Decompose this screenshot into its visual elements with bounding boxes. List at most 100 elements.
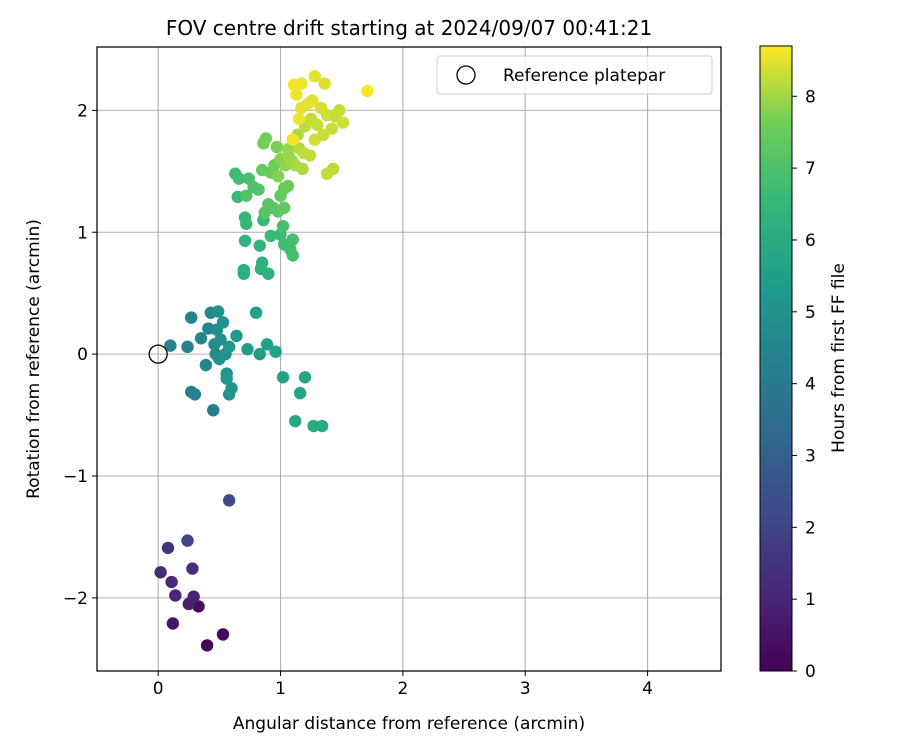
data-point bbox=[298, 371, 312, 384]
data-point bbox=[270, 140, 284, 154]
data-point bbox=[318, 77, 331, 90]
data-point bbox=[240, 217, 253, 230]
data-point bbox=[192, 600, 205, 613]
colorbar-tick-label: 3 bbox=[805, 446, 816, 466]
y-tick-label: 2 bbox=[77, 101, 88, 121]
data-point bbox=[315, 419, 329, 433]
legend: Reference platepar bbox=[436, 55, 713, 95]
data-point bbox=[253, 347, 266, 361]
data-point bbox=[249, 306, 263, 319]
y-tick-label: −1 bbox=[63, 467, 88, 487]
colorbar-tick-label: 4 bbox=[805, 375, 816, 395]
data-point bbox=[225, 382, 238, 395]
colorbar-tick-label: 5 bbox=[805, 303, 816, 323]
plot-frame bbox=[96, 46, 722, 672]
y-axis-ticks: −2 −1 0 1 2 bbox=[63, 101, 97, 609]
y-tick-label: −2 bbox=[63, 589, 88, 609]
data-point bbox=[230, 329, 243, 343]
colorbar-ticks: 0 1 2 3 4 5 6 7 8 bbox=[792, 87, 816, 682]
data-point bbox=[200, 639, 214, 652]
data-point bbox=[241, 343, 254, 356]
data-point bbox=[361, 84, 374, 98]
data-point bbox=[311, 118, 324, 132]
y-tick-label: 0 bbox=[77, 345, 88, 365]
data-point bbox=[293, 386, 307, 400]
data-point bbox=[276, 219, 290, 233]
chart-title: FOV centre drift starting at 2024/09/07 … bbox=[166, 16, 652, 40]
data-point bbox=[214, 333, 227, 346]
data-point bbox=[181, 340, 194, 354]
x-tick-label: 2 bbox=[397, 679, 408, 699]
data-point bbox=[286, 233, 299, 246]
colorbar-tick-label: 0 bbox=[805, 662, 816, 682]
data-point bbox=[296, 162, 309, 176]
data-point bbox=[232, 172, 246, 185]
data-point bbox=[289, 414, 302, 428]
data-point bbox=[216, 628, 230, 641]
data-point bbox=[166, 617, 180, 630]
data-point bbox=[260, 338, 274, 351]
data-point bbox=[169, 589, 182, 602]
y-tick-label: 1 bbox=[77, 223, 88, 243]
data-point bbox=[295, 77, 308, 90]
data-point bbox=[333, 104, 346, 117]
data-point bbox=[281, 179, 295, 193]
data-point bbox=[307, 419, 320, 433]
colorbar-tick-label: 8 bbox=[805, 87, 816, 107]
x-tick-label: 3 bbox=[520, 679, 531, 699]
legend-marker bbox=[456, 65, 476, 85]
reference-point bbox=[148, 344, 168, 364]
data-point bbox=[271, 169, 285, 183]
data-point bbox=[264, 229, 277, 243]
data-point bbox=[290, 88, 303, 101]
data-point bbox=[154, 566, 167, 579]
data-point bbox=[194, 332, 208, 345]
data-point bbox=[164, 339, 177, 352]
data-point bbox=[252, 183, 265, 196]
colorbar-tick-label: 6 bbox=[805, 231, 816, 251]
data-point bbox=[303, 149, 317, 162]
data-point bbox=[257, 137, 270, 150]
data-point bbox=[295, 101, 308, 115]
data-point bbox=[240, 189, 253, 202]
data-point bbox=[181, 534, 194, 547]
reference-marker bbox=[148, 344, 168, 364]
legend-box bbox=[436, 55, 713, 95]
data-point bbox=[161, 541, 175, 555]
data-point bbox=[185, 311, 198, 324]
data-point bbox=[237, 263, 251, 277]
data-point bbox=[222, 494, 236, 507]
x-axis-label: Angular distance from reference (arcmin) bbox=[233, 714, 585, 734]
data-point bbox=[165, 575, 178, 589]
x-tick-label: 0 bbox=[153, 679, 164, 699]
colorbar-tick-label: 1 bbox=[805, 590, 816, 610]
data-point bbox=[187, 590, 200, 603]
data-point bbox=[269, 345, 282, 358]
legend-label: Reference platepar bbox=[503, 66, 665, 86]
colorbar-gradient bbox=[759, 45, 793, 672]
data-point bbox=[216, 316, 230, 329]
data-point bbox=[222, 340, 236, 354]
y-axis-label: Rotation from reference (arcmin) bbox=[24, 219, 44, 499]
data-point bbox=[186, 562, 199, 575]
data-point bbox=[220, 372, 233, 385]
data-point bbox=[320, 167, 334, 180]
data-point bbox=[286, 133, 299, 146]
data-point bbox=[253, 239, 266, 252]
data-point bbox=[255, 256, 269, 269]
data-point bbox=[276, 371, 290, 384]
grid-lines bbox=[97, 47, 721, 671]
data-point bbox=[188, 388, 202, 401]
colorbar-tick-label: 7 bbox=[805, 159, 816, 179]
data-point bbox=[211, 305, 225, 318]
data-point bbox=[308, 70, 321, 83]
data-point bbox=[336, 116, 350, 129]
scatter-points bbox=[154, 70, 374, 652]
x-tick-label: 1 bbox=[275, 679, 286, 699]
data-point bbox=[314, 101, 328, 115]
data-point bbox=[207, 403, 220, 417]
data-point bbox=[286, 249, 299, 262]
data-point bbox=[238, 234, 252, 247]
colorbar-tick-label: 2 bbox=[805, 518, 816, 538]
